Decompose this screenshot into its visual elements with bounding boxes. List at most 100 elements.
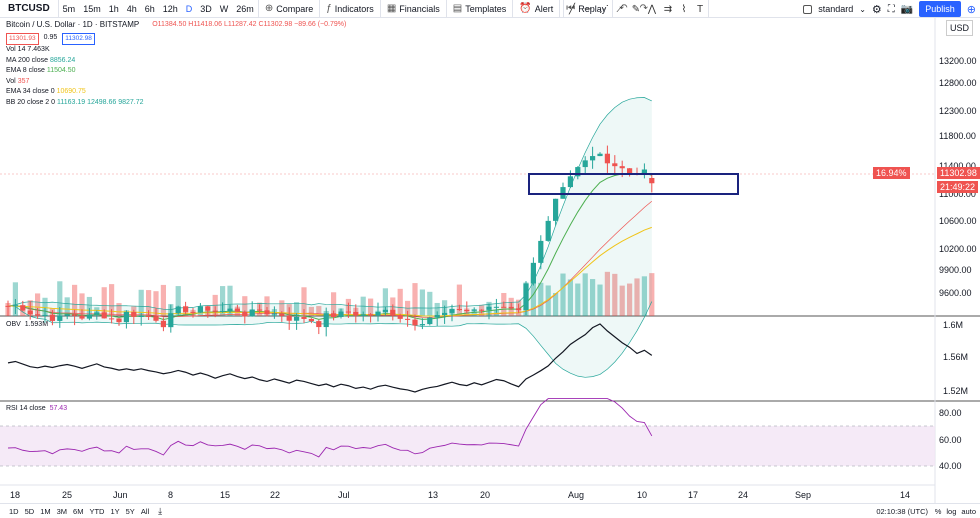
volume-bar <box>382 288 388 316</box>
indicator-row[interactable]: EMA 8 close 11504.50 <box>6 66 346 77</box>
candle-body <box>123 312 129 323</box>
indicator-row[interactable]: EMA 34 close 0 10690.75 <box>6 87 346 98</box>
time-tick: Jul <box>338 490 350 500</box>
fib-tool-icon[interactable]: ⋰ <box>599 3 609 15</box>
rsi-line <box>7 398 653 458</box>
ask-price[interactable]: 11302.98 <box>62 32 95 45</box>
timeframe-1h[interactable]: 1h <box>108 3 119 14</box>
time-tick: 20 <box>480 490 491 500</box>
measure-tool-icon[interactable]: ⌇ <box>681 3 687 15</box>
countdown-tag: 21:49:22 <box>937 181 979 193</box>
candle-body <box>175 306 181 314</box>
utc-clock[interactable]: 02:10:38 (UTC) <box>876 506 928 516</box>
volume-bar <box>641 276 647 316</box>
symbol-search[interactable]: BTCUSD <box>0 0 59 17</box>
alert-button[interactable]: ⏰ Alert <box>512 0 559 17</box>
undo-button[interactable]: ↶ <box>612 0 633 17</box>
currency-label[interactable]: USD <box>946 20 974 36</box>
indicator-row[interactable]: MA 200 close 8856.24 <box>6 56 346 67</box>
volume-bar <box>138 289 144 316</box>
volume-bar <box>109 284 115 316</box>
indicator-row[interactable]: Vol 357 <box>6 77 346 88</box>
candle-body <box>101 312 107 319</box>
timeframe-12h[interactable]: 12h <box>162 3 178 14</box>
timeframe-4h[interactable]: 4h <box>126 3 137 14</box>
text-tool-icon[interactable]: T <box>696 3 704 15</box>
indicator-value: 8856.24 <box>49 56 76 64</box>
percent-toggle[interactable]: % <box>934 506 942 516</box>
redo-button[interactable]: ↷ <box>634 0 654 17</box>
timeframe-W[interactable]: W <box>219 3 229 14</box>
indicator-row[interactable]: BB 20 close 2 0 11163.19 12498.66 9827.7… <box>6 98 346 109</box>
auto-toggle[interactable]: auto <box>961 506 976 516</box>
volume-bar <box>116 303 122 316</box>
rsi-tick: 80.00 <box>939 408 962 418</box>
replay-button[interactable]: ⏮ Replay <box>559 0 612 17</box>
time-tick: 8 <box>168 490 174 500</box>
candle-body <box>27 310 33 315</box>
horizontal-line-tool-icon[interactable]: ─ <box>584 3 592 15</box>
candle-body <box>641 169 647 175</box>
price-tick: 11800.00 <box>939 131 976 141</box>
range-6m[interactable]: 6M <box>73 506 84 516</box>
timeframe-6h[interactable]: 6h <box>144 3 155 14</box>
price-tick: 11400.00 <box>939 161 976 171</box>
indicators-button[interactable]: ƒ Indicators <box>319 0 380 17</box>
range-ytd[interactable]: YTD <box>89 506 105 516</box>
publish-button[interactable]: Publish <box>919 1 961 17</box>
financials-button[interactable]: ▦ Financials <box>379 0 446 17</box>
add-icon[interactable]: ⊕ <box>966 3 976 16</box>
templates-button[interactable]: ▤ Templates <box>445 0 512 17</box>
redo-icon: ↷ <box>639 3 649 14</box>
pitchfork-tool-icon[interactable]: ⟋ <box>616 3 624 15</box>
volume-bar <box>279 300 285 316</box>
candle-body <box>279 313 285 316</box>
log-toggle[interactable]: log <box>946 506 957 516</box>
range-all[interactable]: All <box>140 506 150 516</box>
compare-button[interactable]: ⊕ Compare <box>257 0 319 17</box>
pattern-tool-icon[interactable]: ⋀ <box>647 3 657 15</box>
gear-icon[interactable]: ⚙ <box>871 3 882 16</box>
range-1d[interactable]: 1D <box>9 506 19 516</box>
range-1y[interactable]: 1Y <box>110 506 120 516</box>
layout-checkbox[interactable] <box>803 4 813 14</box>
obv-tick: 1.6M <box>943 320 964 330</box>
candle-body <box>35 314 41 316</box>
bid-price[interactable]: 11301.93 <box>6 32 39 45</box>
volume-bar <box>590 279 596 316</box>
brush-tool-icon[interactable]: ✎ <box>631 3 641 15</box>
range-3m[interactable]: 3M <box>56 506 68 516</box>
scale-options: % log auto <box>935 507 976 516</box>
candle-body <box>405 318 411 320</box>
timeframe-3D[interactable]: 3D <box>200 3 212 14</box>
candle-body <box>368 314 374 316</box>
volume-bar <box>582 273 588 316</box>
range-5y[interactable]: 5Y <box>125 506 135 516</box>
candle-body <box>390 309 396 315</box>
timeframe-D[interactable]: D <box>185 3 193 14</box>
candle-body <box>242 311 248 317</box>
volume-bar <box>434 302 440 316</box>
range-5d[interactable]: 5D <box>24 506 35 516</box>
time-tick: Sep <box>795 490 812 500</box>
indicator-name: BB 20 close 2 0 <box>6 98 57 106</box>
volume-bar <box>619 285 625 316</box>
forecast-tool-icon[interactable]: ⇉ <box>663 3 673 15</box>
symbol-title: Bitcoin / U.S. Dollar · 1D · BITSTAMP <box>6 20 140 29</box>
goto-date-icon[interactable]: ⤓ <box>158 505 163 516</box>
candle-body <box>397 314 403 319</box>
chevron-down-icon[interactable]: ⌄ <box>859 4 866 14</box>
fullscreen-icon[interactable]: ⛶ <box>887 3 895 15</box>
trendline-tool-icon[interactable]: ╱ <box>568 3 576 15</box>
timeframe-26m[interactable]: 26m <box>236 3 254 14</box>
time-tick: 25 <box>62 490 73 500</box>
indicator-row[interactable]: Vol 14 7.463K <box>6 45 346 56</box>
indicator-list: Vol 14 7.463K MA 200 close 8856.24 EMA 8 c… <box>6 45 346 108</box>
price-tick: 10200.00 <box>939 244 977 254</box>
timeframe-5m[interactable]: 5m <box>62 3 76 14</box>
timeframe-15m[interactable]: 15m <box>83 3 101 14</box>
range-1m[interactable]: 1M <box>40 506 51 516</box>
camera-icon[interactable]: 📷 <box>900 3 914 15</box>
layout-name[interactable]: standard <box>818 4 854 14</box>
